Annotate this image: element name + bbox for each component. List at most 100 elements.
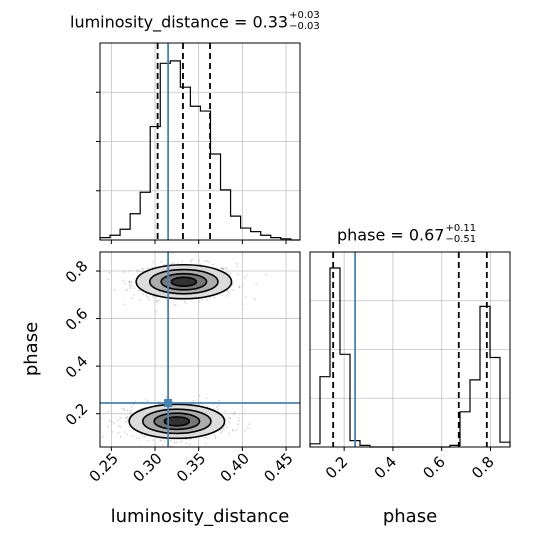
scatter-point (164, 448, 166, 450)
scatter-point (222, 427, 225, 430)
scatter-point (138, 270, 141, 273)
scatter-point (102, 435, 104, 438)
scatter-point (218, 400, 221, 402)
scatter-point (130, 411, 132, 414)
scatter-point (171, 261, 174, 264)
scatter-point (183, 300, 186, 303)
scatter-point (163, 440, 166, 443)
scatter-point (241, 303, 244, 306)
scatter-point (144, 434, 147, 437)
scatter-point (232, 413, 235, 416)
scatter-xtick-label-0: 0.25 (86, 449, 122, 485)
scatter-point (113, 422, 116, 425)
scatter-point (152, 261, 155, 264)
scatter-point (214, 436, 217, 439)
scatter-point (255, 283, 258, 286)
scatter-point (146, 439, 149, 442)
scatter-point (129, 269, 131, 272)
phase-title: phase = 0.67 +0.11 −0.51 (337, 223, 477, 245)
scatter-point (219, 429, 222, 432)
scatter-point (222, 267, 225, 270)
scatter-point (238, 419, 241, 422)
scatter-point (156, 310, 158, 313)
scatter-point (208, 296, 211, 299)
scatter-point (237, 416, 240, 419)
scatter-point (122, 280, 125, 282)
scatter-point (177, 262, 179, 264)
scatter-point (141, 267, 144, 270)
scatter-point (237, 273, 240, 276)
scatter-point (138, 437, 141, 440)
scatter-point (232, 289, 235, 291)
scatter-point (137, 269, 140, 272)
scatter-point (121, 407, 124, 410)
scatter-point (126, 419, 129, 422)
phase-hist-xtick-label-3: 0.8 (468, 453, 498, 483)
scatter-point (191, 259, 193, 261)
scatter-point (160, 440, 163, 442)
phase-hist-xtick-label-0: 0.2 (322, 453, 352, 483)
scatter-inner (92, 252, 300, 450)
scatter-point (214, 434, 217, 437)
scatter-point (134, 400, 137, 403)
y-axis-label-phase: phase (21, 321, 42, 377)
scatter-ytick-label-2: 0.6 (62, 304, 92, 334)
scatter-point (138, 289, 141, 292)
scatter-point (244, 429, 246, 432)
scatter-xtick-label-4: 0.45 (260, 449, 296, 485)
scatter-point (133, 294, 136, 296)
scatter-point (92, 271, 94, 273)
scatter-point (148, 299, 151, 301)
scatter-point (234, 411, 236, 414)
scatter-point (206, 299, 209, 302)
scatter-point (207, 261, 210, 264)
scatter-point (201, 298, 204, 301)
scatter-point (184, 302, 187, 305)
scatter-point (124, 282, 127, 285)
scatter-point (131, 297, 133, 300)
scatter-point (147, 296, 149, 299)
scatter-point (222, 267, 225, 270)
luminosity-distance-hist-histogram (99, 60, 300, 241)
scatter-point (135, 437, 138, 440)
scatter-point (221, 267, 223, 270)
scatter-point (198, 300, 201, 303)
scatter-point (159, 439, 162, 441)
scatter-point (125, 420, 127, 423)
scatter-point (173, 441, 176, 444)
scatter-point (131, 435, 134, 437)
scatter-point (221, 430, 224, 433)
scatter-point (133, 287, 136, 290)
scatter-point (245, 274, 248, 277)
scatter-point (173, 262, 176, 265)
scatter-point (226, 271, 229, 274)
scatter-xtick-label-2: 0.35 (173, 449, 209, 485)
scatter-point (129, 281, 132, 284)
scatter-point (227, 432, 230, 435)
scatter-point (123, 431, 126, 434)
scatter-ytick-label-1: 0.4 (62, 352, 92, 382)
scatter-point (235, 262, 238, 265)
scatter-point (128, 281, 130, 284)
scatter-point (123, 408, 126, 410)
scatter-point (119, 416, 122, 419)
scatter-point (236, 265, 239, 268)
scatter-point (174, 304, 177, 306)
scatter-point (147, 400, 150, 403)
scatter-point (226, 426, 229, 429)
scatter-point (265, 273, 268, 276)
scatter-point (198, 259, 201, 262)
scatter-xtick-label-1: 0.30 (129, 449, 165, 485)
scatter-point (169, 439, 172, 442)
scatter-point (185, 442, 188, 445)
phase-hist-panel: 0.2 0.4 0.6 0.8 (309, 251, 511, 483)
scatter-point (232, 428, 234, 431)
scatter-point (117, 419, 120, 422)
scatter-point (140, 433, 143, 436)
scatter-point (131, 281, 133, 284)
phase-hist-histogram (309, 267, 511, 448)
scatter-point (145, 399, 148, 401)
x-axis-label-luminosity-distance: luminosity_distance (110, 506, 290, 527)
scatter-point (111, 430, 114, 433)
phase-hist-frame (309, 251, 511, 448)
